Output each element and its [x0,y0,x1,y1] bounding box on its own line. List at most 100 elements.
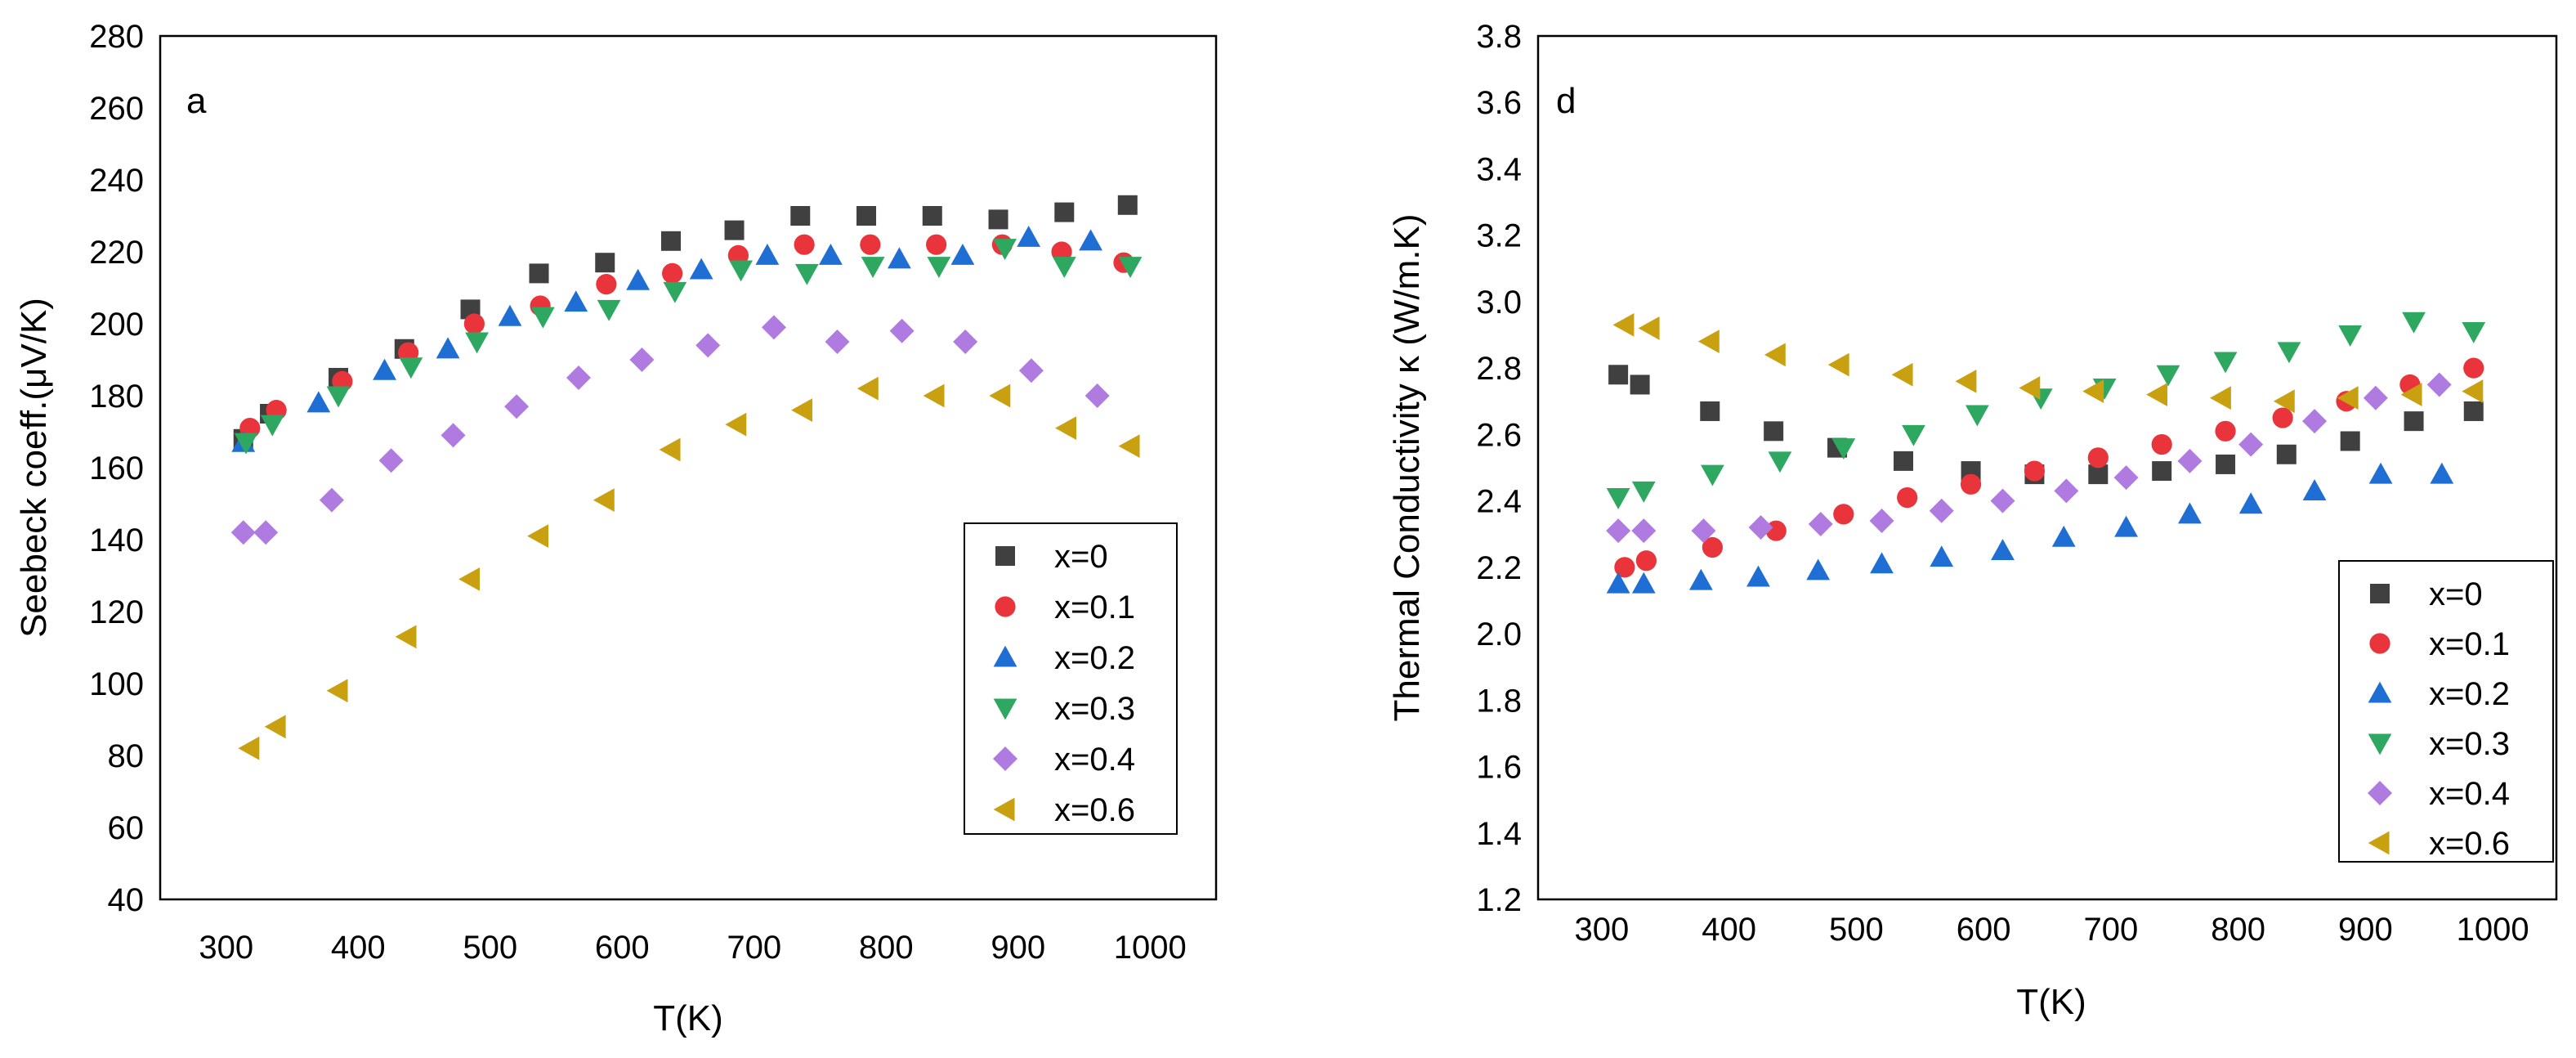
data-point [395,625,417,649]
y-tick-label: 140 [89,522,144,558]
data-point [373,358,396,380]
data-point [626,268,651,290]
x-axis-label: T(K) [2016,982,2086,1022]
x-tick-label: 400 [331,930,386,966]
x-tick-label: 900 [2338,912,2393,948]
data-point [2156,365,2180,387]
legend-marker [995,596,1016,617]
legend-label: x=0 [1054,539,1108,575]
data-point [1808,512,1833,537]
data-point [1054,202,1075,222]
data-point [2302,409,2328,434]
data-point [1748,515,1773,540]
x-tick-label: 300 [199,930,253,966]
data-point [922,206,942,226]
data-point [1700,401,1720,421]
data-point [2238,492,2263,514]
data-point [2302,479,2327,500]
legend-box [2338,560,2554,863]
data-point [230,520,256,545]
data-point [724,220,745,240]
data-point [2054,478,2079,504]
data-point [1017,226,1041,247]
data-point [595,253,615,273]
data-point [597,299,621,321]
legend-label: x=0.4 [1054,742,1135,778]
legend-marker [2370,584,2390,603]
data-point [856,376,879,401]
data-points [1606,312,2486,594]
data-point [2368,462,2393,484]
data-point [2082,379,2104,403]
data-point [1085,383,1110,408]
y-tick-label: 60 [108,810,145,846]
data-point [1606,488,1630,509]
data-point [2272,407,2293,428]
data-point [927,257,951,278]
data-point [2426,372,2452,397]
x-tick-label: 600 [1957,912,2011,948]
y-tick-label: 3.0 [1476,285,1522,321]
data-point [465,332,489,354]
data-point [1631,481,1656,503]
data-point [794,263,819,285]
x-tick-label: 300 [1575,912,1630,948]
data-point [1118,434,1140,458]
data-point [2177,448,2203,473]
legend-marker [993,746,1017,771]
legend-marker [995,546,1015,566]
data-point [234,433,258,455]
data-point [791,398,813,422]
data-point [1929,498,1954,523]
data-point [264,715,286,739]
data-point [663,281,687,303]
panel-label: a [186,81,207,121]
x-tick-label: 700 [727,930,781,966]
y-tick-label: 120 [89,594,144,630]
panel-label: d [1556,81,1576,121]
data-point [2209,386,2231,410]
data-point [1117,195,1138,215]
y-tick-label: 180 [89,379,144,415]
data-point [2113,465,2139,491]
y-tick-label: 3.4 [1476,151,1522,187]
data-point [2238,432,2264,457]
data-point [564,290,588,312]
data-point [993,239,1017,260]
data-point [1894,451,1914,471]
data-point [2152,461,2172,482]
data-point [1764,421,1784,442]
data-point [378,448,404,473]
data-point [527,524,549,548]
data-point [1631,518,1657,544]
y-axis-label: Thermal Conductivity κ (W/m.K) [1387,214,1427,722]
data-point [1055,416,1077,440]
y-tick-label: 2.4 [1476,484,1522,520]
data-point [1635,550,1657,572]
data-point [1079,229,1102,251]
y-tick-label: 3.2 [1476,218,1522,254]
data-point [2400,383,2422,407]
data-point [1018,358,1044,383]
legend-label: x=0.6 [1054,792,1135,828]
data-point [1897,486,1918,509]
data-point [326,679,348,703]
data-point [950,244,975,265]
data-point [253,520,279,545]
data-point [989,383,1011,408]
data-point [2087,447,2109,468]
data-point [1965,405,1989,427]
y-tick-label: 2.8 [1476,351,1522,387]
thermal-conductivity-chart: d 300 400 500 600 700 800 900 1000 1.2 1.4 1.6 1.8 2… [1387,19,2558,1022]
x-tick-label: 1000 [1114,930,1187,966]
data-point [1806,558,1831,581]
data-point [1702,536,1723,558]
data-point [1631,572,1656,594]
x-tick-label: 400 [1702,912,1756,948]
data-points [230,195,1143,760]
x-tick-label: 900 [991,930,1045,966]
y-tick-label: 1.4 [1476,816,1522,852]
legend-marker [993,698,1017,720]
data-point [825,330,850,354]
legend-marker [993,645,1017,667]
